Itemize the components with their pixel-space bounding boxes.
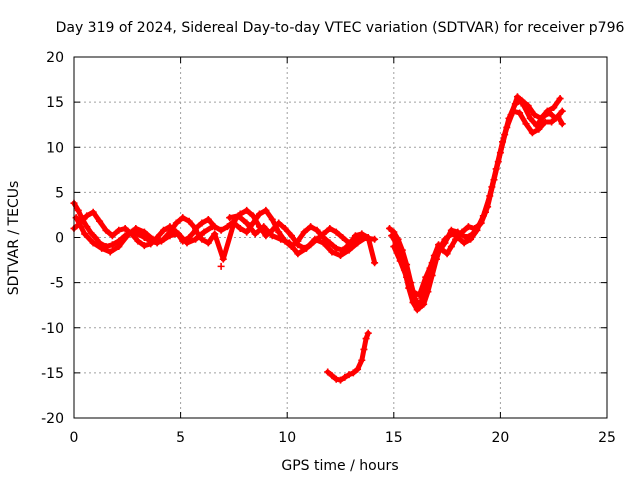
x-tick-label: 20 (491, 430, 509, 446)
y-tick-label: -15 (41, 366, 64, 382)
data-trace-segment (502, 112, 514, 138)
series-track-evening-dip-c (390, 93, 566, 299)
data-trace-segment (391, 244, 403, 264)
x-tick-label: 5 (176, 430, 185, 446)
y-tick-label: 10 (46, 140, 64, 156)
data-point (209, 223, 217, 231)
data-trace-segment (404, 274, 416, 295)
y-tick-label: 0 (55, 231, 64, 247)
data-point (558, 107, 566, 115)
data-trace-segment (355, 235, 369, 246)
data-point (371, 259, 379, 267)
data-points (70, 93, 566, 384)
data-point (558, 120, 566, 128)
y-tick-label: 5 (55, 185, 64, 201)
data-point (371, 235, 379, 243)
data-trace-segment (495, 132, 508, 165)
x-tick-labels: 0 5 10 15 20 25 (70, 430, 616, 446)
y-tick-label: -20 (41, 411, 64, 427)
data-trace-segment (73, 215, 88, 237)
series-track-main-b (70, 206, 379, 267)
data-point (364, 329, 372, 337)
data-trace-segment (365, 235, 378, 266)
axis-ticks (73, 56, 608, 419)
chart-title: Day 319 of 2024, Sidereal Day-to-day VTE… (56, 20, 625, 36)
x-tick-label: 15 (385, 430, 403, 446)
data-trace-segment (220, 220, 237, 262)
data-trace-segment (482, 184, 495, 215)
series-track-negative-segment (324, 329, 372, 384)
data-trace-segment (508, 94, 520, 118)
data-point (362, 234, 370, 241)
x-tick-label: 10 (278, 430, 296, 446)
x-axis-label: GPS time / hours (281, 458, 398, 474)
series-track-main-c (72, 212, 370, 270)
y-tick-label: 15 (46, 95, 64, 111)
data-point (556, 95, 564, 103)
data-trace-segment (553, 108, 565, 121)
data-trace-segment (397, 258, 410, 280)
y-tick-label: -10 (41, 321, 64, 337)
x-tick-label: 0 (70, 430, 79, 446)
data-trace-segment (201, 224, 216, 235)
y-tick-label: -5 (50, 276, 64, 292)
data-point (217, 262, 225, 270)
y-tick-label: 20 (46, 50, 64, 66)
data-trace-segment (212, 231, 226, 262)
y-axis-label: SDTVAR / TECUs (6, 181, 22, 296)
data-trace-segment (551, 96, 563, 111)
data-trace-segment (423, 260, 435, 280)
data-trace-segment (416, 274, 429, 298)
data-trace-segment (489, 159, 501, 190)
y-tick-labels: -20 -15 -10 -5 0 5 10 15 20 (41, 50, 64, 427)
x-tick-label: 25 (598, 430, 616, 446)
